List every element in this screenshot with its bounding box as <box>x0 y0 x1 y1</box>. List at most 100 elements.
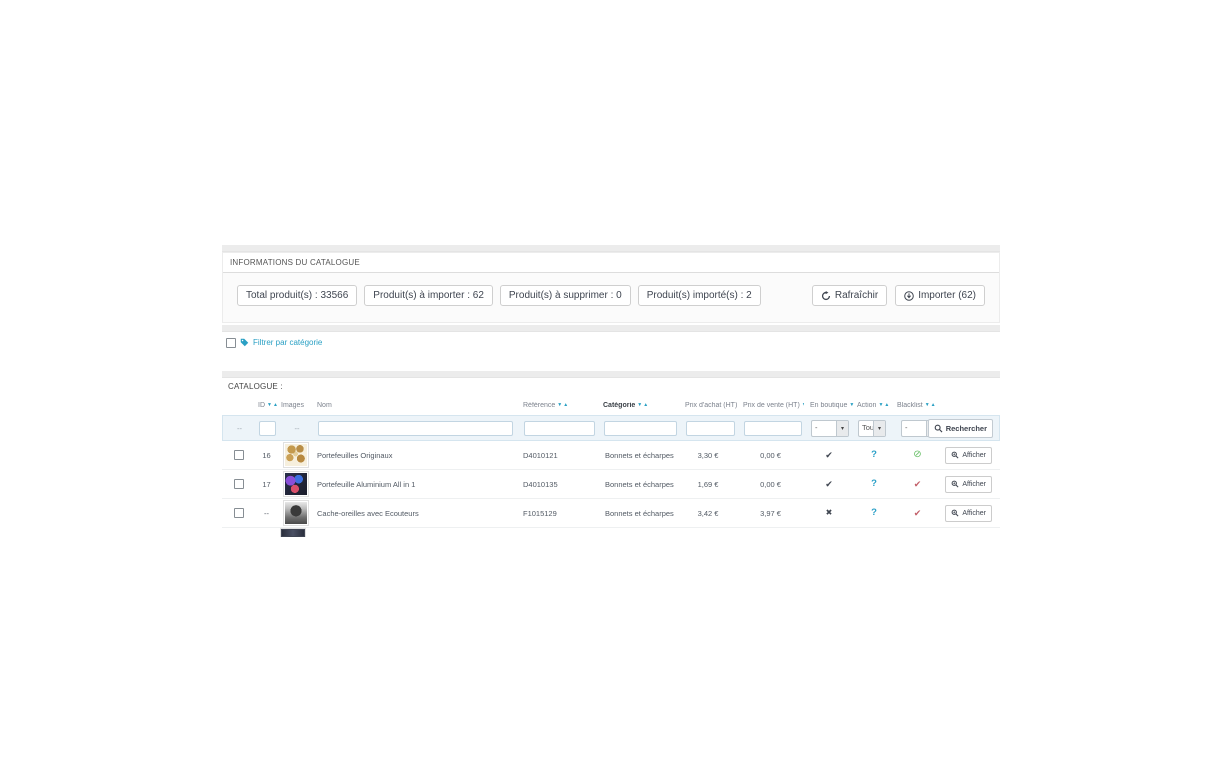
column-header-images: Images <box>278 402 314 409</box>
prix-vente-filter-input[interactable] <box>744 420 802 436</box>
action-status-icon <box>871 450 877 460</box>
categorie-filter-input[interactable] <box>604 420 677 436</box>
section-divider <box>222 325 1000 332</box>
stat-products-imported: Produit(s) importé(s) : 2 <box>637 285 761 306</box>
column-label: Nom <box>317 402 332 409</box>
sort-icons: ▼▲ <box>849 402 854 408</box>
id-cell: 16 <box>262 450 271 460</box>
stat-products-to-import: Produit(s) à importer : 62 <box>364 285 493 306</box>
reference-cell: D4010121 <box>523 450 558 460</box>
row-checkbox-cell <box>222 450 255 460</box>
filter-prix-achat-cell <box>680 420 738 436</box>
filter-category-label[interactable]: Filtrer par catégorie <box>253 338 323 347</box>
search-plus-icon <box>951 480 959 488</box>
en-boutique-select[interactable]: - ▾ <box>811 419 849 437</box>
name-cell: Portefeuille Aluminium All in 1 <box>317 479 416 489</box>
column-header-en-boutique[interactable]: En boutique ▼▲ <box>804 402 854 409</box>
action-cell <box>854 479 894 489</box>
purchase-price-cell: 3,30 € <box>697 450 719 460</box>
select-value: Tous <box>862 422 873 432</box>
in-shop-cell <box>804 451 854 460</box>
stats-group: Total produit(s) : 33566 Produit(s) à im… <box>237 285 761 306</box>
refresh-button[interactable]: Rafraîchir <box>811 285 888 306</box>
column-label: ID <box>258 402 265 409</box>
column-label: Référence <box>523 402 556 409</box>
chevron-down-icon: ▾ <box>836 420 848 436</box>
blacklist-status-icon <box>913 450 921 460</box>
import-button[interactable]: Importer (62) <box>895 285 985 306</box>
sort-icons: ▼▲ <box>267 402 278 408</box>
table-filter-row: -- -- <box>222 415 1000 441</box>
stat-products-to-delete: Produit(s) à supprimer : 0 <box>499 285 631 306</box>
search-icon <box>934 424 943 433</box>
reference-filter-input[interactable] <box>524 420 595 436</box>
in-shop-cell <box>804 480 854 489</box>
id-cell: -- <box>264 508 269 518</box>
action-cell <box>854 450 894 460</box>
blacklist-status-icon <box>914 509 922 518</box>
show-product-button[interactable]: Afficher <box>945 475 992 493</box>
filter-checkbox-dash: -- <box>237 423 242 433</box>
column-header-blacklist[interactable]: Blacklist ▼▲ <box>894 402 941 409</box>
sale-price-cell: 0,00 € <box>760 479 781 489</box>
show-product-button[interactable]: Afficher <box>945 504 992 522</box>
action-cell <box>854 508 894 518</box>
search-button[interactable]: Rechercher <box>927 418 993 438</box>
action-select[interactable]: Tous ▾ <box>858 419 886 437</box>
column-header-action[interactable]: Action ▼▲ <box>854 402 894 409</box>
search-plus-icon <box>951 451 959 459</box>
column-header-reference[interactable]: Référence ▼▲ <box>517 402 597 409</box>
column-header-prix-achat[interactable]: Prix d'achat (HT) ▼▲ <box>679 402 737 409</box>
blacklist-status-icon <box>914 480 922 489</box>
reference-cell: F1015129 <box>523 508 557 518</box>
sort-icons: ▼▲ <box>637 402 650 408</box>
show-product-button[interactable]: Afficher <box>945 446 992 464</box>
prix-achat-filter-input[interactable] <box>686 420 735 436</box>
catalogue-table: ID ▼▲ Images Nom Référence ▼▲ Catégorie … <box>222 396 1000 538</box>
action-status-icon <box>871 508 877 518</box>
column-header-categorie[interactable]: Catégorie ▼▲ <box>597 402 679 409</box>
column-label: En boutique <box>810 402 848 409</box>
nom-filter-input[interactable] <box>318 420 513 436</box>
search-button-label: Rechercher <box>945 423 987 433</box>
category-cell: Bonnets et écharpes <box>605 508 674 518</box>
search-plus-icon <box>951 509 959 517</box>
info-panel: INFORMATIONS DU CATALOGUE Total produit(… <box>222 252 1000 323</box>
column-label: Catégorie <box>603 402 636 409</box>
chevron-down-icon: ▾ <box>873 420 885 436</box>
in-shop-cell <box>804 509 854 517</box>
row-checkbox[interactable] <box>233 508 244 518</box>
table-header-row: ID ▼▲ Images Nom Référence ▼▲ Catégorie … <box>222 396 1000 415</box>
column-label: Blacklist <box>897 402 923 409</box>
product-thumbnail <box>283 442 309 468</box>
refresh-icon <box>821 290 831 301</box>
sort-icons: ▼▲ <box>802 403 804 408</box>
filter-category-checkbox[interactable] <box>226 337 236 348</box>
column-header-id[interactable]: ID ▼▲ <box>255 402 278 409</box>
column-header-prix-vente[interactable]: Prix de vente (HT) ▼▲ <box>737 402 804 409</box>
column-label: Prix d'achat (HT) <box>685 402 737 409</box>
row-checkbox-cell <box>222 508 255 518</box>
column-label: Images <box>281 402 304 409</box>
category-cell: Bonnets et écharpes <box>605 479 674 489</box>
row-checkbox[interactable] <box>233 450 244 460</box>
filter-reference-cell <box>518 420 598 436</box>
section-divider <box>222 245 1000 252</box>
filter-en-boutique-cell: - ▾ <box>805 419 855 437</box>
catalogue-title: CATALOGUE : <box>228 382 283 391</box>
blacklist-cell <box>894 480 941 489</box>
table-row: 16 Portefeuilles Originaux D4010121 Bonn… <box>222 441 1000 470</box>
sort-icons: ▼▲ <box>878 402 891 408</box>
import-button-label: Importer (62) <box>918 290 976 301</box>
table-row: 17 Portefeuille Aluminium All in 1 D4010… <box>222 470 1000 499</box>
show-product-button-label: Afficher <box>962 451 986 459</box>
download-icon <box>904 290 914 301</box>
in-shop-status-icon <box>825 451 833 460</box>
id-filter-input[interactable] <box>259 420 276 436</box>
sort-icons: ▼▲ <box>557 402 570 408</box>
filter-images-dash: -- <box>294 423 300 433</box>
select-value: - <box>905 422 908 432</box>
filter-id-cell <box>256 420 279 436</box>
row-checkbox[interactable] <box>233 479 244 489</box>
image-cell <box>278 500 314 526</box>
